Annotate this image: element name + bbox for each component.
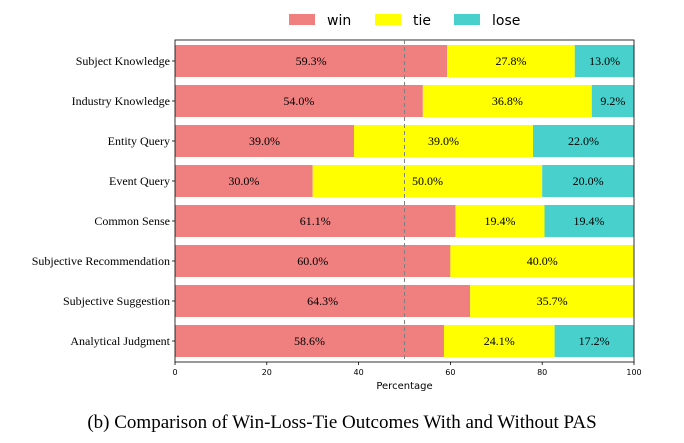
bar-lose-1 xyxy=(591,85,634,117)
bar-win-4 xyxy=(175,205,456,237)
x-tick-label-1: 20 xyxy=(262,368,272,377)
bar-tie-3 xyxy=(312,165,543,197)
legend-swatch-lose xyxy=(454,14,480,25)
value-label-win-3: 30.0% xyxy=(228,174,259,188)
value-label-tie-6: 35.7% xyxy=(537,294,568,308)
legend: win tie lose xyxy=(289,13,520,29)
bar-tie-5 xyxy=(450,245,634,277)
value-label-win-4: 61.1% xyxy=(300,214,331,228)
bar-lose-0 xyxy=(574,45,635,77)
x-axis-title: Percentage xyxy=(376,381,432,392)
legend-swatch-win xyxy=(289,14,315,25)
legend-swatch-tie xyxy=(375,14,401,25)
value-label-tie-0: 27.8% xyxy=(495,54,526,68)
bar-win-3 xyxy=(175,165,313,197)
x-axis-ticks: 0 20 40 60 80 100 xyxy=(172,362,642,377)
bar-tie-1 xyxy=(422,85,592,117)
bar-tie-4 xyxy=(455,205,545,237)
value-label-tie-1: 36.8% xyxy=(492,94,523,108)
category-label-2: Entity Query xyxy=(108,134,170,148)
category-labels: Subject Knowledge Industry Knowledge Entit… xyxy=(32,54,175,348)
x-tick-label-4: 80 xyxy=(537,368,547,377)
x-tick-label-0: 0 xyxy=(172,368,177,377)
value-label-lose-1: 9.2% xyxy=(600,94,625,108)
bar-win-2 xyxy=(175,125,355,157)
bar-win-6 xyxy=(175,285,471,317)
bar-lose-4 xyxy=(544,205,634,237)
value-label-win-2: 39.0% xyxy=(249,134,280,148)
value-label-tie-3: 50.0% xyxy=(412,174,443,188)
value-label-tie-2: 39.0% xyxy=(428,134,459,148)
bar-lose-3 xyxy=(542,165,634,197)
x-tick-label-3: 60 xyxy=(445,368,455,377)
value-label-win-5: 60.0% xyxy=(297,254,328,268)
category-label-0: Subject Knowledge xyxy=(76,54,170,68)
x-tick-label-5: 100 xyxy=(626,368,641,377)
category-label-5: Subjective Recommendation xyxy=(32,254,170,268)
value-label-tie-7: 24.1% xyxy=(484,334,515,348)
value-label-win-1: 54.0% xyxy=(283,94,314,108)
legend-label-win: win xyxy=(327,13,351,29)
value-label-win-7: 58.6% xyxy=(294,334,325,348)
value-label-tie-5: 40.0% xyxy=(527,254,558,268)
bar-area: 59.3% 27.8% 13.0% 54.0% 36.8% 9.2% 39.0% 39.0% 2… xyxy=(175,45,635,357)
value-label-lose-2: 22.0% xyxy=(568,134,599,148)
category-label-7: Analytical Judgment xyxy=(70,334,170,348)
value-label-lose-7: 17.2% xyxy=(579,334,610,348)
bar-tie-7 xyxy=(443,325,555,357)
value-label-lose-0: 13.0% xyxy=(589,54,620,68)
bar-win-0 xyxy=(175,45,448,77)
value-label-lose-3: 20.0% xyxy=(573,174,604,188)
legend-label-tie: tie xyxy=(413,13,431,29)
value-label-win-6: 64.3% xyxy=(307,294,338,308)
value-label-tie-4: 19.4% xyxy=(484,214,515,228)
x-tick-label-2: 40 xyxy=(354,368,364,377)
bar-tie-0 xyxy=(447,45,575,77)
bar-lose-2 xyxy=(533,125,634,157)
bar-win-1 xyxy=(175,85,423,117)
value-label-lose-4: 19.4% xyxy=(574,214,605,228)
legend-label-lose: lose xyxy=(492,13,520,29)
figure-caption: (b) Comparison of Win-Loss-Tie Outcomes … xyxy=(87,412,596,433)
bar-lose-7 xyxy=(554,325,634,357)
bar-win-7 xyxy=(175,325,444,357)
value-label-win-0: 59.3% xyxy=(296,54,327,68)
bar-tie-2 xyxy=(354,125,534,157)
category-label-6: Subjective Suggestion xyxy=(63,294,170,308)
category-label-4: Common Sense xyxy=(94,214,170,228)
bar-tie-6 xyxy=(470,285,634,317)
category-label-1: Industry Knowledge xyxy=(72,94,170,108)
category-label-3: Event Query xyxy=(109,174,170,188)
